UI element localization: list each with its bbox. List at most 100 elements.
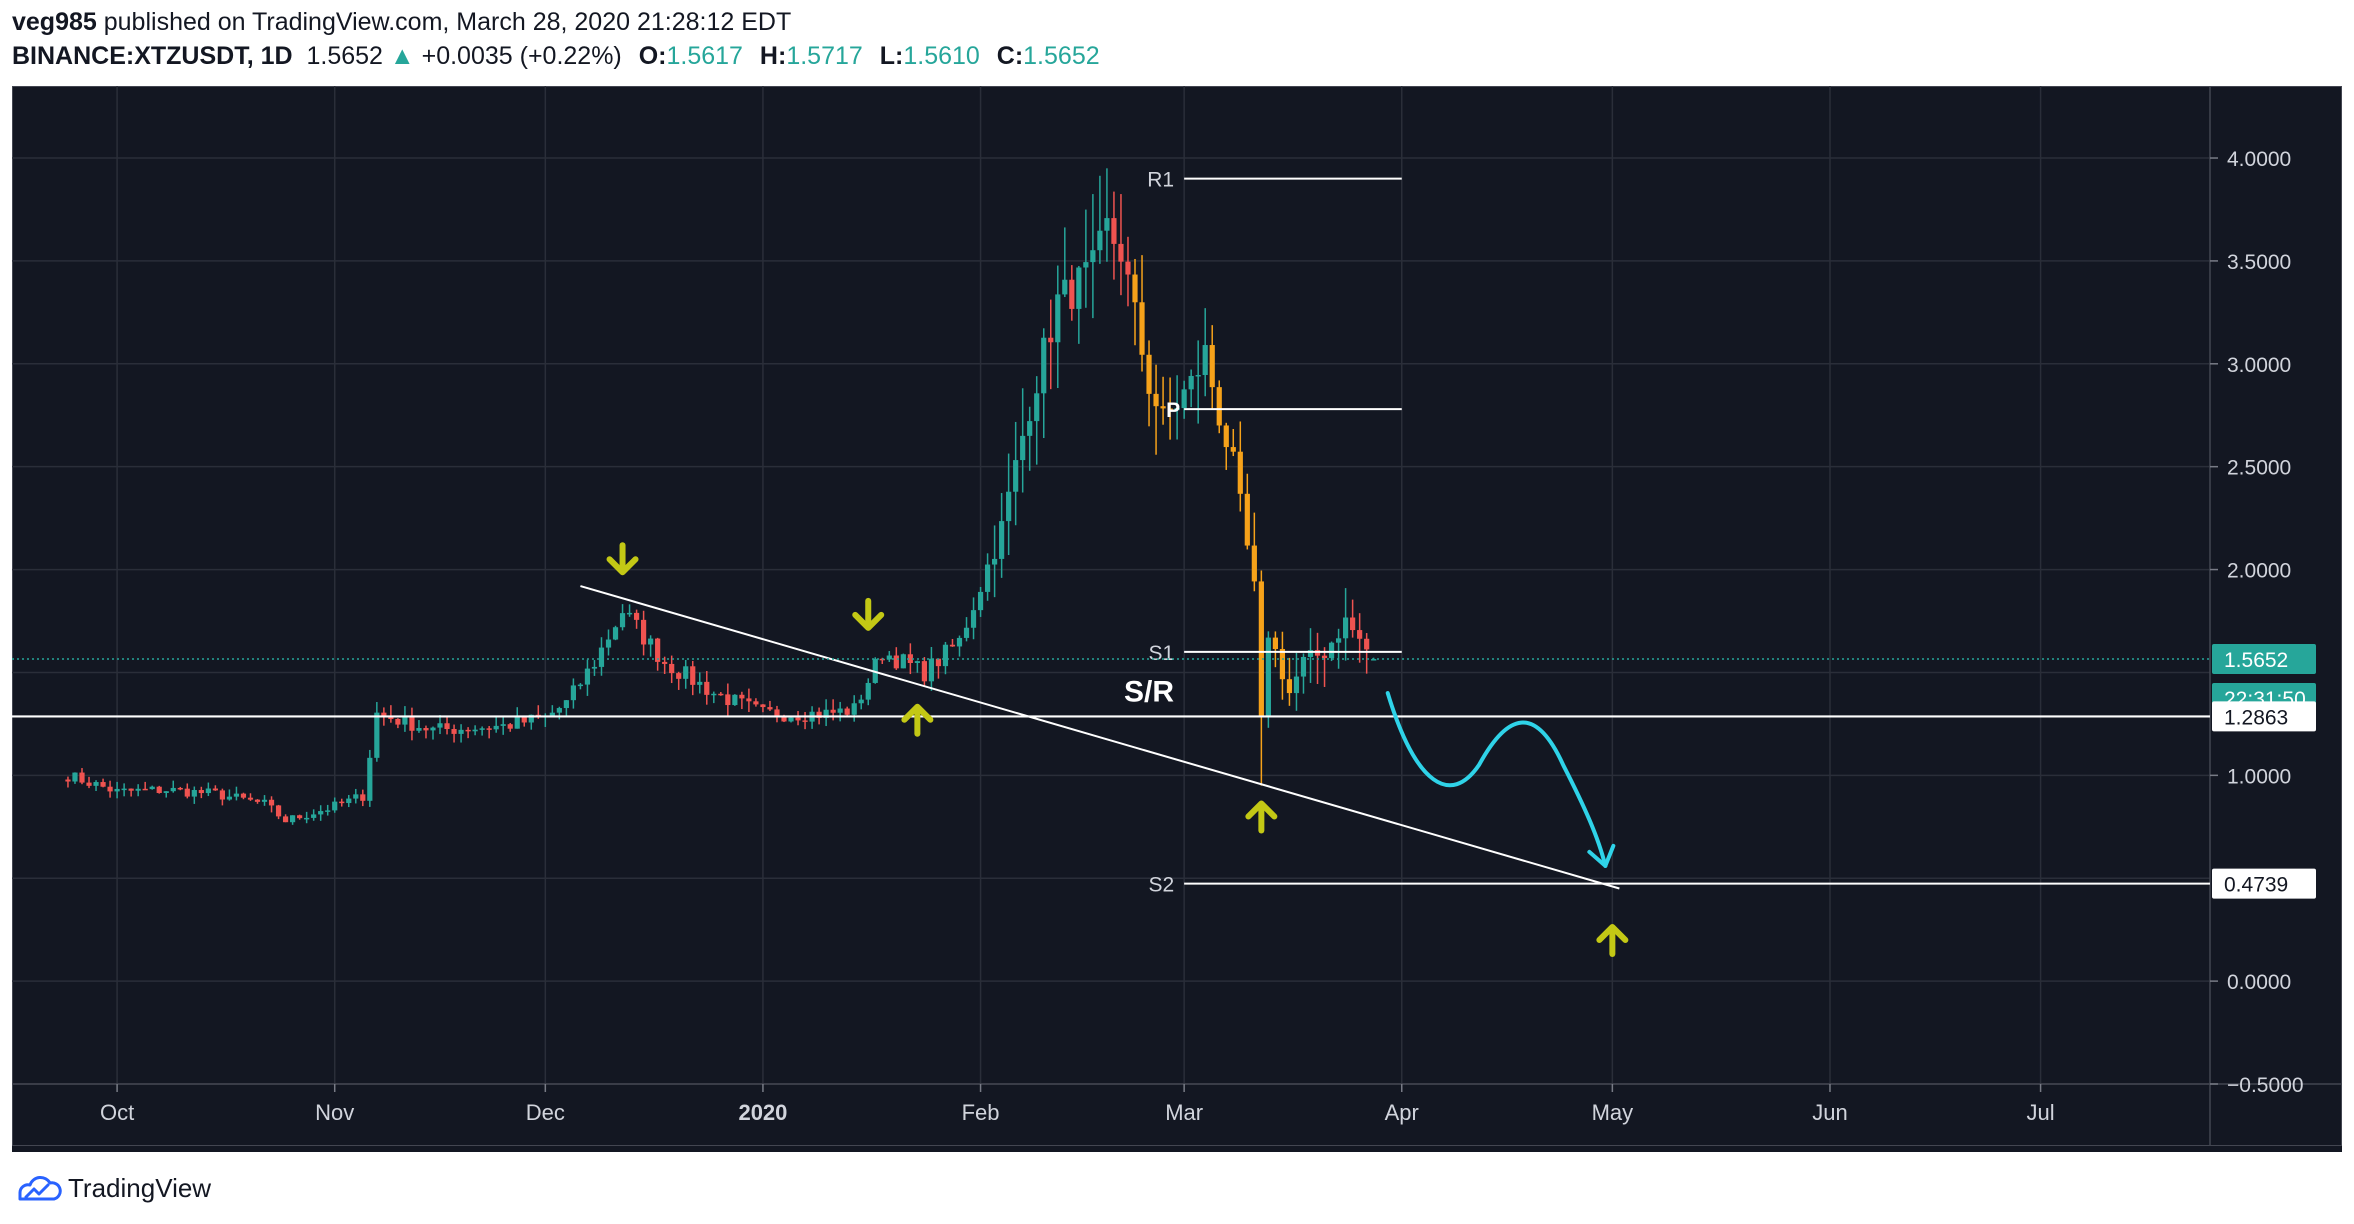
candle-body [163, 791, 169, 793]
candle-body [423, 728, 429, 731]
candle-body [332, 801, 338, 811]
candle [332, 797, 338, 813]
candle [240, 792, 247, 800]
candle [837, 701, 843, 722]
candle-body [1006, 491, 1012, 522]
candle [970, 597, 977, 640]
candle [1146, 340, 1152, 427]
candle-body [999, 521, 1005, 559]
candle-body [753, 701, 759, 705]
candle-body [816, 711, 822, 718]
candle [268, 796, 275, 813]
candle [760, 704, 766, 713]
candle-body [648, 638, 654, 645]
candle [437, 715, 443, 735]
candle-body [479, 728, 485, 730]
candle [1244, 473, 1250, 550]
candle-body [1097, 230, 1103, 251]
support-price-tag: 0.4739 [2212, 868, 2316, 899]
candle [1216, 380, 1222, 434]
candle [1335, 628, 1342, 669]
publish-line: veg985 published on TradingView.com, Mar… [12, 8, 791, 37]
candle [304, 811, 310, 824]
candle-body [1188, 375, 1194, 390]
price-tick-label: 3.0000 [2227, 354, 2291, 377]
candle [486, 726, 492, 739]
candle-body [170, 787, 176, 792]
candle-body [1174, 408, 1180, 411]
candle [346, 794, 352, 808]
sr-price-tag: 1.2863 [2212, 701, 2316, 732]
candle-body [1181, 389, 1187, 409]
candle [802, 711, 808, 730]
candle-body [781, 717, 787, 722]
tradingview-logo-icon[interactable] [12, 1173, 62, 1203]
candle-body [290, 815, 296, 823]
candle-body [1293, 676, 1300, 694]
low-value: 1.5610 [903, 42, 980, 70]
candle-body [65, 779, 71, 782]
candle [662, 656, 668, 674]
candle-body [760, 704, 766, 708]
candle [605, 629, 612, 656]
candle [395, 718, 401, 729]
candle-body [191, 790, 197, 797]
candle [633, 609, 640, 629]
candle [725, 683, 731, 716]
candle [1237, 421, 1243, 512]
candle [409, 707, 415, 741]
high-label: H: [759, 42, 787, 70]
candle-body [570, 685, 576, 701]
author-name[interactable]: veg985 [12, 8, 97, 36]
candle-body [100, 782, 106, 787]
candle [254, 799, 261, 804]
candle [65, 776, 71, 788]
time-tick-label: Jul [2027, 1100, 2055, 1125]
candle-body [928, 658, 935, 682]
candle-body [437, 723, 443, 728]
candle-body [858, 699, 864, 704]
candle [1048, 299, 1054, 390]
symbol-label[interactable]: BINANCE:XTZUSDT, 1D [12, 42, 293, 70]
time-tick-label: Apr [1385, 1100, 1419, 1125]
price-chart[interactable]: R1 P S1 S2 S/R 4.0000 3.5000 3.0000 2.5000 2.0000… [12, 86, 2342, 1152]
candle [1293, 652, 1300, 711]
candle [1230, 428, 1236, 457]
candle-body [1132, 274, 1138, 303]
candle [1069, 265, 1075, 321]
candle [121, 783, 127, 797]
candle-body [549, 712, 555, 716]
candle-body [219, 790, 225, 800]
projection-curve [1385, 691, 1608, 868]
candle [1027, 406, 1033, 471]
candle [170, 780, 176, 793]
candle [977, 586, 984, 617]
time-tick-label: Dec [526, 1100, 565, 1125]
candle [984, 553, 991, 601]
candle-body [430, 727, 436, 731]
candle [1055, 265, 1061, 389]
brand-name[interactable]: TradingView [68, 1172, 212, 1203]
candle-body [865, 682, 871, 700]
last-price-tag-text: 1.5652 [2224, 649, 2288, 672]
candle [479, 726, 485, 736]
candle [135, 784, 141, 797]
candle [514, 707, 520, 729]
candle [1013, 421, 1019, 526]
candle-body [802, 720, 808, 722]
candle-body [1343, 617, 1349, 639]
candle [956, 635, 963, 657]
candle-body [325, 810, 331, 812]
candle-body [739, 694, 745, 699]
candle-body [184, 788, 190, 797]
close-value: 1.5652 [1023, 42, 1100, 70]
candle [921, 657, 927, 687]
candle-body [711, 693, 717, 696]
candle [107, 780, 113, 798]
candle-body [1020, 435, 1026, 461]
candle [865, 678, 871, 706]
candle-body [942, 644, 949, 667]
candle [1041, 328, 1047, 439]
candle [1321, 647, 1328, 687]
up-arrow-icon [901, 703, 934, 737]
